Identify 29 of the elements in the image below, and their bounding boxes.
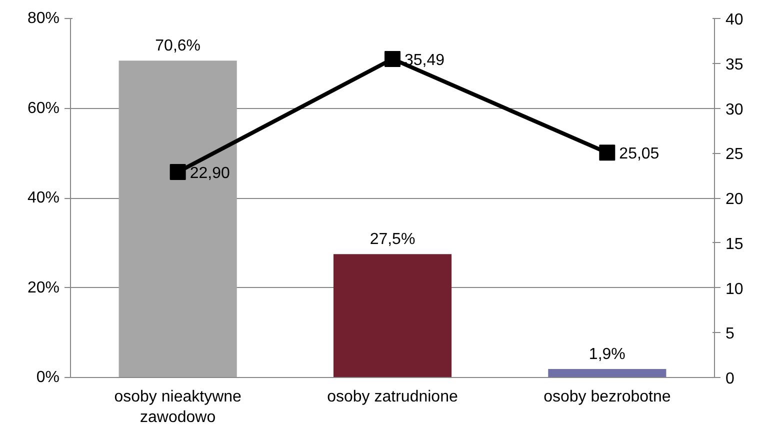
y-tick-label: 20% bbox=[27, 279, 60, 296]
point bbox=[384, 50, 400, 67]
data-label: 70,6% bbox=[155, 38, 201, 55]
y-tick-label: 40% bbox=[27, 190, 60, 206]
y2-tick-label: 40 bbox=[726, 12, 744, 28]
x-tick-label: osoby zatrudnione bbox=[327, 388, 458, 406]
y2-tick-label: 0 bbox=[726, 370, 734, 388]
y2-tick-label: 20 bbox=[726, 191, 744, 208]
x-tick-label: osoby nieaktywne zawodowo bbox=[114, 388, 242, 426]
data-label: 1,9% bbox=[588, 346, 626, 363]
data-label: 25,05 bbox=[619, 146, 660, 163]
bar bbox=[118, 60, 237, 378]
y2-tick-label: 25 bbox=[726, 146, 744, 164]
y2-tick-label: 5 bbox=[726, 326, 734, 343]
data-label: 35,49 bbox=[404, 52, 445, 69]
y2-tick-label: 15 bbox=[726, 236, 744, 253]
y2-tick-label: 10 bbox=[726, 280, 744, 298]
bar bbox=[548, 368, 666, 378]
y-tick-label: 60% bbox=[27, 100, 60, 117]
point bbox=[599, 144, 616, 161]
y-tick-label: 0% bbox=[36, 369, 60, 386]
x-tick-label: osoby bezrobotne bbox=[544, 388, 671, 406]
data-label: 22,90 bbox=[190, 164, 230, 182]
bar bbox=[333, 254, 452, 378]
y2-tick-label: 30 bbox=[726, 101, 744, 118]
point bbox=[170, 164, 186, 180]
y-tick-label: 80% bbox=[27, 10, 60, 27]
y2-tick-label: 35 bbox=[726, 56, 744, 74]
data-label: 27,5% bbox=[370, 231, 416, 248]
